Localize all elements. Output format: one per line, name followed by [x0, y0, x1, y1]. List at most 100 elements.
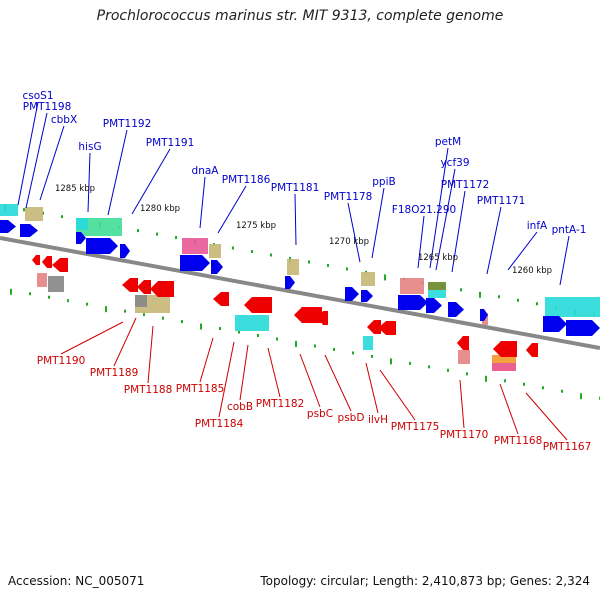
forward-leader-line [486, 206, 502, 275]
scale-tick [181, 320, 183, 324]
feature-block [48, 276, 64, 292]
reverse-gene-arrow [378, 321, 396, 335]
scale-tick [485, 375, 487, 382]
scale-tick [86, 302, 88, 306]
scale-labels: 1285 kbp 1280 kbp 1275 kbp 1270 kbp 1265 kbp… [55, 184, 552, 276]
forward-gene-label: F18O21.290 [392, 204, 456, 216]
scale-tick [67, 299, 69, 303]
feature-block [545, 297, 600, 317]
forward-gene-label: petM [435, 136, 461, 148]
reverse-gene-label: PMT1170 [440, 429, 489, 441]
scale-label: 1270 kbp [329, 237, 369, 247]
scale-label: 1265 kbp [418, 253, 458, 263]
scale-tick [137, 229, 139, 233]
forward-leader-line [429, 147, 449, 269]
genome-title: Prochlorococcus marinus str. MIT 9313, c… [96, 8, 504, 24]
forward-gene-arrow [76, 232, 86, 244]
scale-tick [124, 309, 126, 313]
forward-leader-line [559, 235, 570, 286]
feature-block [209, 244, 221, 258]
forward-leader-line [371, 187, 385, 259]
scale-tick [270, 253, 272, 257]
forward-leader-line [417, 215, 425, 269]
reverse-leader-line [324, 354, 352, 412]
reverse-leader-line [239, 344, 249, 401]
forward-leader-line [217, 185, 247, 234]
forward-gene-arrow [285, 276, 295, 289]
scale-tick [162, 316, 164, 320]
genome-backbone [0, 236, 600, 350]
forward-leader-line [25, 112, 48, 209]
feature-block [287, 259, 299, 275]
reverse-gene-label: cobB [227, 401, 253, 413]
forward-leader-line [507, 231, 538, 271]
reverse-leader-line [113, 317, 137, 367]
scale-tick [48, 295, 50, 299]
feature-block [182, 238, 208, 254]
reverse-leader-line [499, 383, 519, 435]
reverse-gene-arrow [150, 281, 174, 297]
scale-tick [561, 389, 563, 393]
feature-block [135, 295, 147, 307]
feature-block [428, 282, 446, 290]
scale-tick [156, 232, 158, 236]
forward-gene-label: ycf39 [440, 157, 469, 169]
reverse-gene-arrow [318, 311, 328, 325]
scale-tick [504, 379, 506, 383]
forward-gene-arrow [448, 302, 464, 317]
forward-gene-arrow [211, 260, 223, 274]
forward-gene-arrow [180, 255, 210, 271]
feature-block [363, 336, 373, 350]
scale-tick [23, 208, 25, 212]
reverse-gene-label: PMT1185 [176, 383, 225, 395]
forward-gene-arrow [480, 309, 488, 321]
forward-leader-line [451, 190, 466, 273]
topology-text: Topology: circular; Length: 2,410,873 bp… [260, 574, 590, 588]
forward-gene-arrow [543, 316, 567, 332]
scale-label: 1280 kbp [140, 204, 180, 214]
forward-gene-label: PMT1172 [441, 179, 490, 191]
reverse-leader-line [199, 337, 214, 383]
scale-tick [232, 246, 234, 250]
reverse-gene-label: PMT1190 [37, 355, 86, 367]
scale-tick [479, 291, 481, 298]
forward-gene-arrow [120, 244, 130, 258]
scale-tick [61, 215, 63, 219]
reverse-gene-arrow [42, 256, 52, 268]
reverse-leader-line [525, 392, 568, 441]
reverse-gene-arrow [137, 280, 151, 294]
reverse-leader-line [459, 379, 465, 429]
forward-leader-line [294, 193, 297, 246]
feature-block [0, 204, 18, 216]
scale-tick [384, 274, 386, 281]
reverse-gene-label: ilvH [368, 414, 388, 426]
forward-leader-line [107, 129, 128, 216]
reverse-gene-arrow [52, 258, 68, 272]
scale-tick [352, 351, 354, 355]
accession-text: Accession: NC_005071 [8, 574, 145, 588]
forward-gene-label: csoS1 [22, 90, 53, 102]
scale-tick [295, 340, 297, 347]
feature-blocks [0, 204, 600, 371]
reverse-leader-line [218, 341, 235, 418]
reverse-gene-arrow [32, 255, 40, 265]
scale-tick [327, 263, 329, 267]
reverse-gene-label: PMT1189 [90, 367, 139, 379]
scale-tick [200, 323, 202, 330]
feature-block [37, 273, 47, 287]
reverse-gene-label: PMT1168 [494, 435, 543, 447]
reverse-gene-arrow [213, 292, 229, 306]
scale-tick [257, 334, 259, 338]
scale-tick [10, 288, 12, 295]
scale-tick [308, 260, 310, 264]
scale-tick [517, 298, 519, 302]
forward-gene-label: PMT1171 [477, 195, 526, 207]
forward-gene-label: PMT1186 [222, 174, 271, 186]
reverse-leader-line [60, 321, 124, 355]
scale-tick [428, 365, 430, 369]
scale-tick [175, 236, 177, 240]
scale-tick [447, 368, 449, 372]
scale-tick [523, 382, 525, 386]
backbone-line [0, 236, 600, 350]
